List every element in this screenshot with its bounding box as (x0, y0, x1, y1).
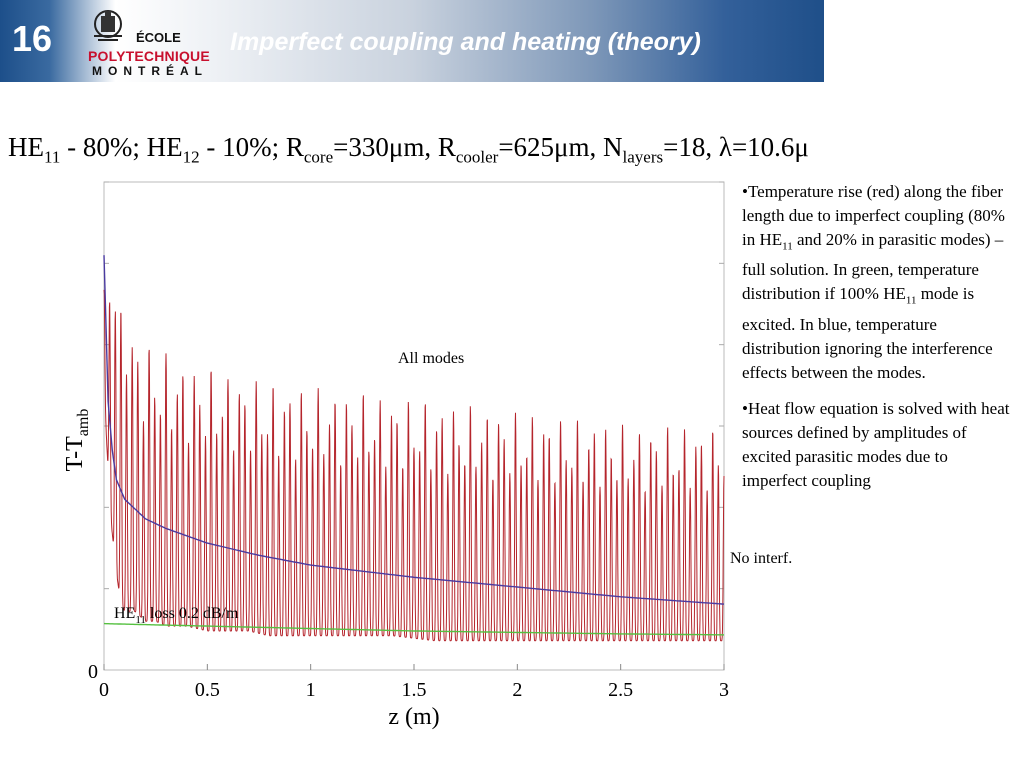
x-tick-label: 2 (512, 679, 522, 701)
x-axis-label: z (m) (388, 704, 439, 730)
y-tick-label: 0 (88, 661, 98, 683)
series-layer (103, 255, 725, 642)
series-all-modes (103, 289, 725, 642)
bullet-2: •Heat flow equation is solved with heat … (742, 398, 1010, 490)
x-tick-label: 2.5 (608, 679, 633, 701)
school-logo (94, 10, 122, 41)
series-he11 (103, 622, 725, 636)
x-tick-label: 3 (719, 679, 729, 701)
slide-number: 16 (12, 18, 53, 59)
series-no-interf (103, 255, 725, 605)
all-modes-label: All modes (398, 350, 464, 367)
x-tick-label: 1.5 (402, 679, 427, 701)
x-tick-label: 1 (306, 679, 316, 701)
logo-line-3: MONTRÉAL (92, 64, 208, 78)
slide-title: Imperfect coupling and heating (theory) (230, 28, 701, 56)
y-axis-label: T-Tamb (62, 409, 92, 472)
no-interf-label: No interf. (730, 550, 792, 567)
chart-title: HE11 - 80%; HE12 - 10%; Rcore=330μm, Rco… (8, 132, 808, 167)
x-tick-label: 0.5 (195, 679, 220, 701)
logo-line-1: ÉCOLE (136, 30, 181, 45)
bullet-1: •Temperature rise (red) along the fiber … (742, 182, 1005, 382)
bullet-list: •Temperature rise (red) along the fiber … (742, 180, 1014, 505)
axis-ticks: 0 0.5 1 1.5 2 2.5 3 0 (88, 181, 729, 701)
crest-icon (94, 10, 122, 41)
header-bar (0, 0, 824, 82)
x-tick-label: 0 (99, 679, 109, 701)
logo-line-2: POLYTECHNIQUE (88, 48, 210, 64)
he11-loss-label: HE11 loss 0.2 dB/m (114, 605, 239, 626)
svg-text:T-Tamb: T-Tamb (62, 409, 92, 472)
